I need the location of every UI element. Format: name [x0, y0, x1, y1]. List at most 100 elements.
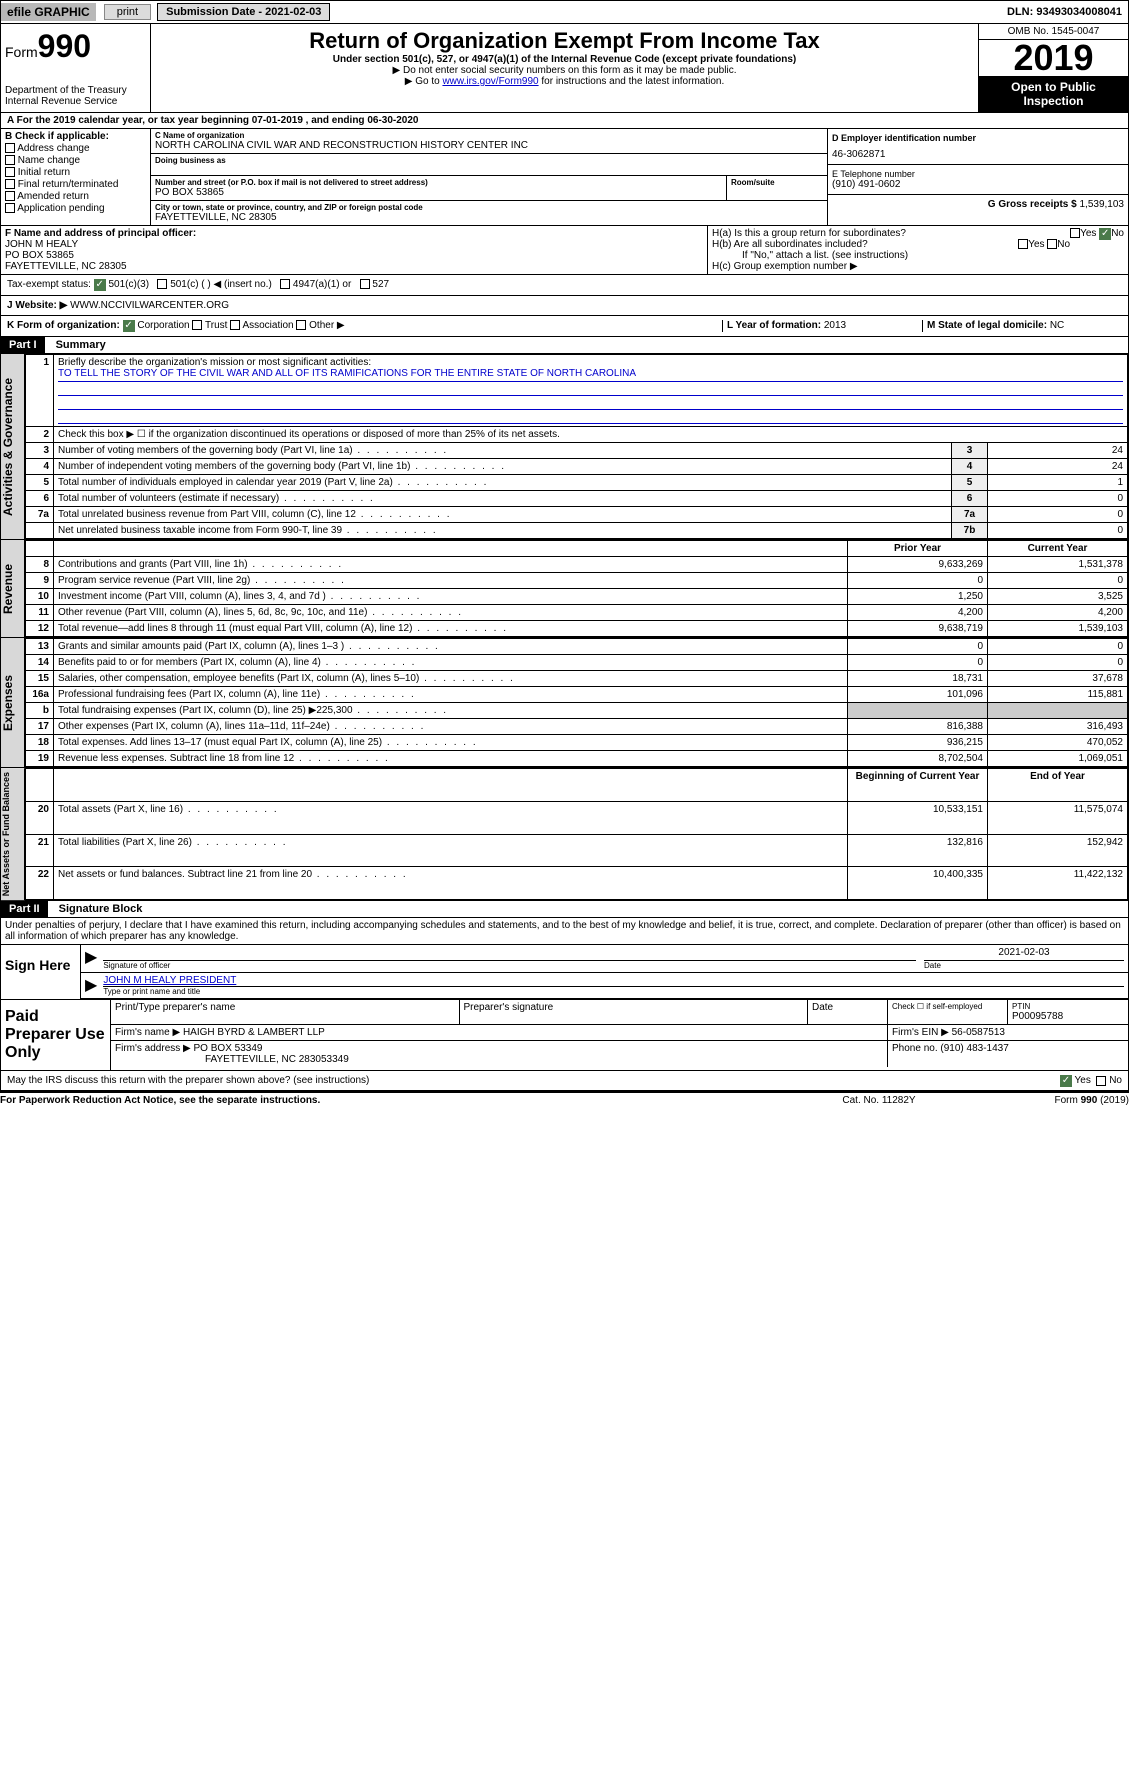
side-expenses: Expenses — [1, 638, 25, 767]
form-header: Form990 Department of the Treasury Inter… — [0, 24, 1129, 113]
gross-value: 1,539,103 — [1080, 199, 1125, 210]
officer-name: JOHN M HEALY — [5, 239, 703, 250]
table-row: 15Salaries, other compensation, employee… — [26, 671, 1128, 687]
note-ssn: ▶ Do not enter social security numbers o… — [155, 65, 974, 76]
footer-left: For Paperwork Reduction Act Notice, see … — [0, 1095, 779, 1106]
website-label: J Website: ▶ — [7, 300, 67, 311]
section-bcde: B Check if applicable: Address change Na… — [0, 129, 1129, 226]
side-governance: Activities & Governance — [1, 354, 25, 539]
chk-501c3[interactable]: ✓ — [94, 279, 106, 291]
form-subtitle: Under section 501(c), 527, or 4947(a)(1)… — [155, 54, 974, 65]
row-a-period: A For the 2019 calendar year, or tax yea… — [0, 113, 1129, 129]
side-netassets: Net Assets or Fund Balances — [1, 768, 25, 900]
firm-phone: (910) 483-1437 — [940, 1043, 1008, 1054]
chk-final-return[interactable]: Final return/terminated — [5, 179, 146, 190]
table-row: 13Grants and similar amounts paid (Part … — [26, 639, 1128, 655]
part2-badge: Part II — [1, 901, 48, 917]
gross-label: G Gross receipts $ — [988, 199, 1077, 210]
declaration-text: Under penalties of perjury, I declare th… — [0, 918, 1129, 945]
form-label: Form — [5, 44, 38, 60]
revenue-section: Revenue Prior Year Current Year 8Contrib… — [0, 540, 1129, 638]
header-right: OMB No. 1545-0047 2019 Open to Public In… — [978, 24, 1128, 112]
chk-amended[interactable]: Amended return — [5, 191, 146, 202]
firm-name-label: Firm's name ▶ — [115, 1027, 180, 1038]
chk-name-change[interactable]: Name change — [5, 155, 146, 166]
governance-section: Activities & Governance 1 Briefly descri… — [0, 354, 1129, 540]
page-footer: For Paperwork Reduction Act Notice, see … — [0, 1091, 1129, 1108]
ptin-label: PTIN — [1012, 1002, 1124, 1011]
tax-exempt-row: Tax-exempt status: ✓ 501(c)(3) 501(c) ( … — [0, 275, 1129, 296]
discuss-no[interactable] — [1096, 1076, 1106, 1086]
top-toolbar: efile GRAPHIC print Submission Date - 20… — [0, 0, 1129, 24]
ein-label: D Employer identification number — [832, 133, 1124, 143]
hc-label: H(c) Group exemption number ▶ — [712, 261, 1124, 272]
open-public-badge: Open to Public Inspection — [979, 76, 1128, 112]
firm-ein: 56-0587513 — [952, 1027, 1005, 1038]
prep-selfemp: Check ☐ if self-employed — [888, 1000, 1008, 1024]
part2-header: Part II Signature Block — [0, 901, 1129, 918]
firm-name: HAIGH BYRD & LAMBERT LLP — [183, 1027, 325, 1038]
table-row: 20Total assets (Part X, line 16)10,533,1… — [26, 801, 1128, 834]
m-state-domicile: M State of legal domicile: NC — [922, 320, 1122, 332]
table-row: 18Total expenses. Add lines 13–17 (must … — [26, 735, 1128, 751]
website-value: WWW.NCCIVILWARCENTER.ORG — [70, 300, 229, 311]
table-row: 14Benefits paid to or for members (Part … — [26, 655, 1128, 671]
footer-cat: Cat. No. 11282Y — [779, 1095, 979, 1106]
chk-501c[interactable] — [157, 279, 167, 289]
print-button[interactable]: print — [104, 4, 151, 20]
phone-value: (910) 491-0602 — [832, 179, 1124, 190]
chk-initial-return[interactable]: Initial return — [5, 167, 146, 178]
table-row: 16aProfessional fundraising fees (Part I… — [26, 687, 1128, 703]
chk-527[interactable] — [360, 279, 370, 289]
kl-row: K Form of organization: ✓ Corporation Tr… — [0, 316, 1129, 337]
irs-link[interactable]: www.irs.gov/Form990 — [442, 76, 538, 87]
city-label: City or town, state or province, country… — [155, 203, 823, 212]
table-row: 10Investment income (Part VIII, column (… — [26, 589, 1128, 605]
q1-value: TO TELL THE STORY OF THE CIVIL WAR AND A… — [58, 368, 1123, 382]
addr-value: PO BOX 53865 — [155, 187, 722, 198]
q1-label: Briefly describe the organization's miss… — [58, 357, 1123, 368]
discuss-row: May the IRS discuss this return with the… — [0, 1071, 1129, 1091]
col-b-checkboxes: B Check if applicable: Address change Na… — [1, 129, 151, 225]
netassets-section: Net Assets or Fund Balances Beginning of… — [0, 768, 1129, 901]
table-row: 6Total number of volunteers (estimate if… — [26, 491, 1128, 507]
discuss-yes[interactable]: ✓ — [1060, 1075, 1072, 1087]
table-row: 4Number of independent voting members of… — [26, 459, 1128, 475]
row-fh: F Name and address of principal officer:… — [0, 226, 1129, 275]
sig-name-label: Type or print name and title — [103, 987, 1124, 996]
prep-name-hdr: Print/Type preparer's name — [111, 1000, 460, 1024]
chk-address-change[interactable]: Address change — [5, 143, 146, 154]
sig-name: JOHN M HEALY PRESIDENT — [103, 975, 1124, 987]
ha-label: H(a) Is this a group return for subordin… — [712, 228, 906, 239]
form-title: Return of Organization Exempt From Incom… — [155, 28, 974, 54]
officer-addr1: PO BOX 53865 — [5, 250, 703, 261]
table-row: 9Program service revenue (Part VIII, lin… — [26, 573, 1128, 589]
firm-addr-label: Firm's address ▶ — [115, 1043, 191, 1054]
firm-phone-label: Phone no. — [892, 1043, 938, 1054]
col-prior-year: Prior Year — [848, 541, 988, 557]
website-row: J Website: ▶ WWW.NCCIVILWARCENTER.ORG — [0, 296, 1129, 316]
col-f-officer: F Name and address of principal officer:… — [1, 226, 708, 274]
sign-here-label: Sign Here — [1, 945, 81, 999]
table-row: 8Contributions and grants (Part VIII, li… — [26, 557, 1128, 573]
col-current-year: Current Year — [988, 541, 1128, 557]
paid-preparer-label: Paid Preparer Use Only — [1, 1000, 111, 1070]
discuss-question: May the IRS discuss this return with the… — [7, 1075, 369, 1086]
firm-addr1: PO BOX 53349 — [194, 1043, 263, 1054]
col-h-group: H(a) Is this a group return for subordin… — [708, 226, 1128, 274]
col-c-org-info: C Name of organization NORTH CAROLINA CI… — [151, 129, 828, 225]
paid-preparer-block: Paid Preparer Use Only Print/Type prepar… — [0, 1000, 1129, 1071]
firm-addr2: FAYETTEVILLE, NC 283053349 — [115, 1054, 883, 1065]
part1-header: Part I Summary — [0, 337, 1129, 354]
table-row: 11Other revenue (Part VIII, column (A), … — [26, 605, 1128, 621]
col-de: D Employer identification number 46-3062… — [828, 129, 1128, 225]
header-mid: Return of Organization Exempt From Incom… — [151, 24, 978, 112]
submission-date: Submission Date - 2021-02-03 — [157, 3, 330, 21]
org-name-label: C Name of organization — [155, 131, 823, 140]
table-row: 5Total number of individuals employed in… — [26, 475, 1128, 491]
expenses-section: Expenses 13Grants and similar amounts pa… — [0, 638, 1129, 768]
sig-officer-label: Signature of officer — [103, 961, 916, 970]
chk-4947[interactable] — [280, 279, 290, 289]
chk-app-pending[interactable]: Application pending — [5, 203, 146, 214]
part1-badge: Part I — [1, 337, 45, 353]
